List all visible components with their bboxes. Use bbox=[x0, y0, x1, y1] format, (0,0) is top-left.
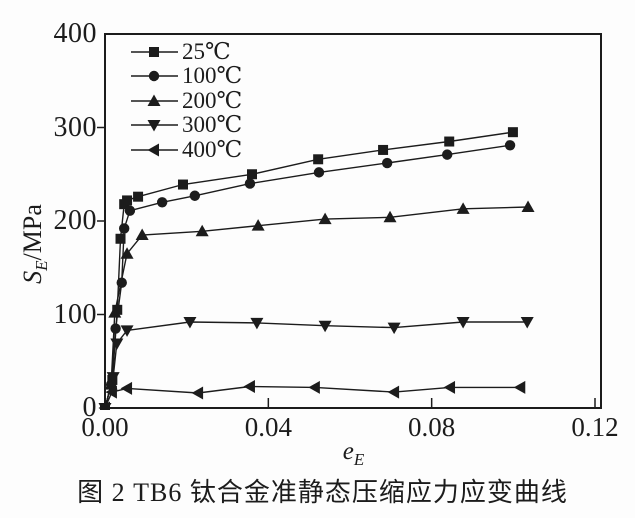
y-tick-label-100: 100 bbox=[53, 298, 97, 330]
x-axis-symbol: e bbox=[342, 438, 354, 465]
legend-item-300c: 300℃ bbox=[131, 113, 242, 137]
y-tick-label-0: 0 bbox=[82, 392, 97, 423]
series-25c-markers bbox=[100, 127, 518, 410]
y-axis-label: SE/MPa bbox=[17, 174, 52, 314]
legend-label: 200℃ bbox=[182, 87, 243, 113]
y-axis-subscript: E bbox=[32, 260, 52, 271]
y-tick-label-300: 300 bbox=[53, 111, 97, 143]
legend-marker-square-icon bbox=[131, 47, 178, 57]
y-tick-label-400: 400 bbox=[53, 18, 97, 49]
legend-label: 400℃ bbox=[182, 136, 243, 162]
plot-area bbox=[97, 33, 602, 410]
series-300c-markers bbox=[98, 316, 534, 410]
series-100c-line bbox=[104, 144, 511, 409]
legend-label: 300℃ bbox=[182, 112, 243, 138]
series-200c-line bbox=[104, 206, 529, 409]
x-tick-label-0.00: 0.00 bbox=[81, 412, 129, 442]
legend-item-200c: 200℃ bbox=[131, 87, 243, 113]
y-axis-symbol: S bbox=[18, 270, 47, 284]
x-axis-subscript: E bbox=[353, 450, 365, 469]
series-100c-markers bbox=[99, 140, 516, 410]
legend-marker-triangle-down-icon bbox=[131, 120, 178, 132]
series-400c-markers bbox=[98, 379, 526, 410]
series-200c-markers bbox=[100, 200, 535, 410]
x-tick-label-0.04: 0.04 bbox=[244, 412, 292, 442]
x-axis-label: eE bbox=[105, 437, 602, 469]
x-tick-label-0.08: 0.08 bbox=[408, 412, 456, 442]
legend-item-25c: 25℃ bbox=[131, 40, 231, 64]
legend-marker-triangle-up-icon bbox=[131, 94, 178, 106]
legend: 25℃ 100℃ 200℃ 300℃ 400℃ bbox=[131, 40, 261, 165]
legend-item-400c: 400℃ bbox=[131, 136, 243, 162]
series-300c-line bbox=[104, 321, 528, 409]
x-tick-label-0.12: 0.12 bbox=[571, 412, 619, 442]
legend-label: 25℃ bbox=[182, 39, 231, 64]
legend-label: 100℃ bbox=[182, 63, 243, 89]
legend-marker-triangle-left-icon bbox=[131, 143, 178, 157]
legend-item-100c: 100℃ bbox=[131, 64, 242, 88]
legend-marker-circle-icon bbox=[131, 71, 178, 82]
figure-caption: 图 2 TB6 钛合金准静态压缩应力应变曲线 bbox=[77, 478, 568, 507]
y-tick-label-200: 200 bbox=[53, 205, 97, 236]
